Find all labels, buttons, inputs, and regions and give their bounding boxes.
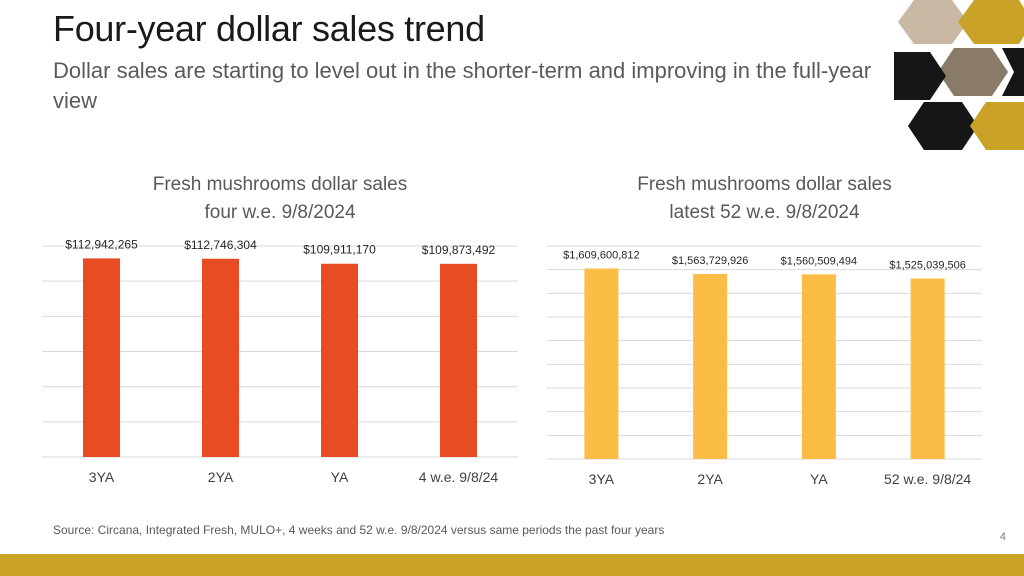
footer-bar bbox=[0, 554, 1024, 576]
chart-title-line-1: Fresh mushrooms dollar sales bbox=[637, 174, 891, 195]
chart-title-line-1: Fresh mushrooms dollar sales bbox=[153, 174, 407, 195]
category-label: 4 w.e. 9/8/24 bbox=[419, 469, 499, 485]
data-label: $1,563,729,926 bbox=[672, 255, 748, 267]
bar-2ya bbox=[693, 273, 728, 459]
hexagon-dark-bottom bbox=[908, 102, 978, 150]
category-label: 52 w.e. 9/8/24 bbox=[884, 471, 971, 487]
bar-3ya bbox=[584, 268, 619, 459]
data-label: $112,942,265 bbox=[65, 237, 138, 251]
decorative-hexagon-images bbox=[894, 0, 1024, 150]
hexagon-gold-bottom bbox=[970, 102, 1024, 150]
category-label: YA bbox=[331, 469, 349, 485]
category-label: 3YA bbox=[89, 469, 115, 485]
data-label: $112,746,304 bbox=[184, 238, 257, 252]
category-label: 2YA bbox=[697, 471, 723, 487]
data-label: $1,560,509,494 bbox=[781, 255, 857, 267]
bar-52-w-e-9-8-24 bbox=[910, 278, 945, 459]
slide-subtitle: Dollar sales are starting to level out i… bbox=[53, 58, 872, 113]
category-label: 3YA bbox=[589, 471, 615, 487]
bar-3ya bbox=[83, 258, 120, 457]
hexagon-dark-left bbox=[894, 52, 946, 100]
category-label: YA bbox=[810, 471, 828, 487]
bar-ya bbox=[801, 274, 836, 459]
chart-52-week-sales: Fresh mushrooms dollar sales latest 52 w.… bbox=[547, 174, 982, 487]
data-label: $109,873,492 bbox=[422, 243, 496, 257]
hexagon-dark-right bbox=[1002, 48, 1024, 96]
chart-title-line-2: latest 52 w.e. 9/8/2024 bbox=[669, 202, 860, 223]
slide-title: Four-year dollar sales trend bbox=[53, 8, 485, 49]
bar-ya bbox=[321, 263, 358, 457]
data-label: $109,911,170 bbox=[303, 243, 376, 257]
hexagon-gold bbox=[958, 0, 1024, 44]
hexagon-photo-mushrooms-middle bbox=[938, 48, 1008, 96]
page-number: 4 bbox=[999, 531, 1006, 543]
hexagon-photo-mushrooms-top bbox=[898, 0, 968, 44]
source-note: Source: Circana, Integrated Fresh, MULO+… bbox=[53, 523, 665, 537]
category-label: 2YA bbox=[208, 469, 234, 485]
chart-title-line-2: four w.e. 9/8/2024 bbox=[204, 202, 355, 223]
bar-4-w-e-9-8-24 bbox=[440, 263, 477, 457]
bar-2ya bbox=[202, 258, 239, 457]
data-label: $1,609,600,812 bbox=[563, 250, 639, 262]
data-label: $1,525,039,506 bbox=[889, 260, 965, 272]
chart-four-week-sales: Fresh mushrooms dollar sales four w.e. 9/… bbox=[42, 174, 518, 485]
